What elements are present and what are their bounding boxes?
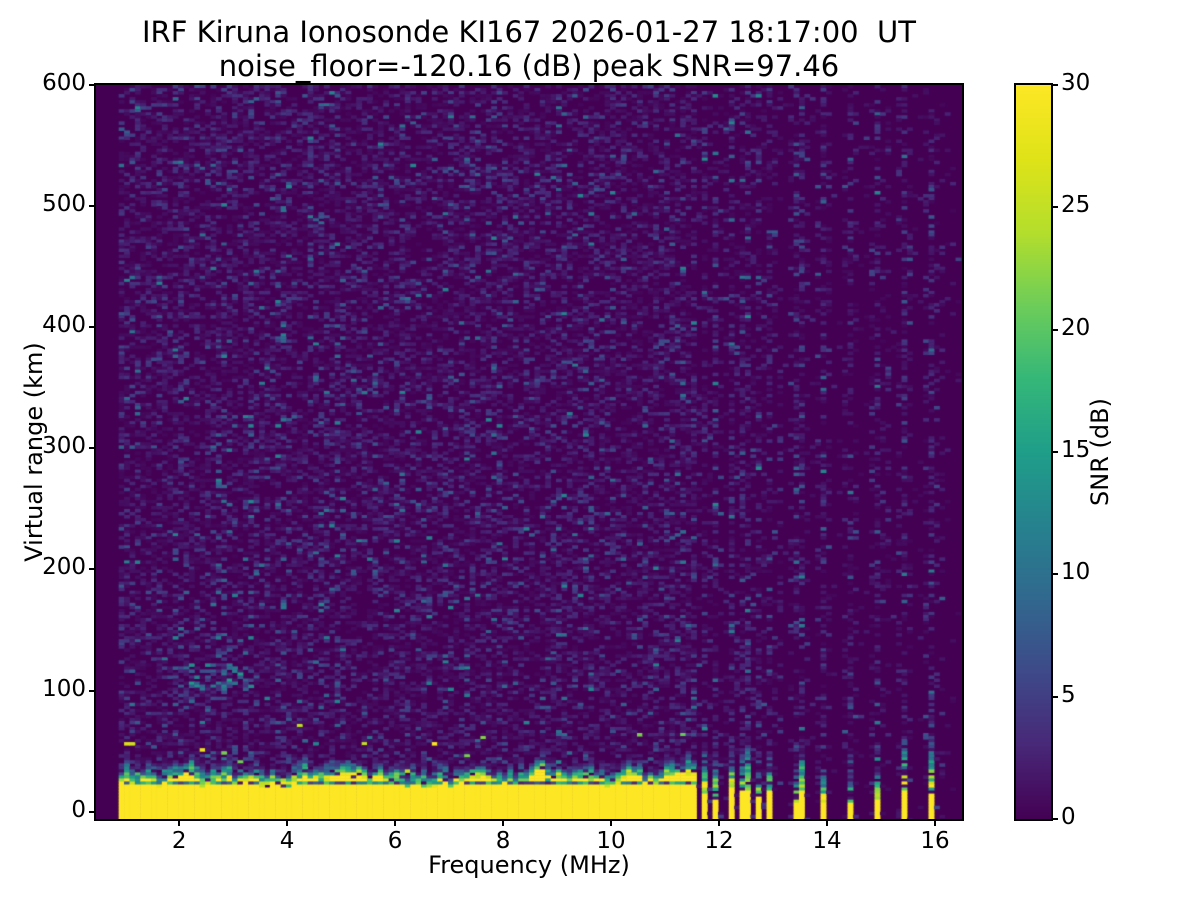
colorbar-tick	[1053, 328, 1058, 331]
chart-title: IRF Kiruna Ionosonde KI167 2026-01-27 18…	[142, 15, 916, 49]
y-tick	[89, 447, 94, 450]
x-tick-label: 14	[812, 828, 842, 854]
colorbar-tick	[1053, 695, 1058, 698]
ionogram-heatmap	[96, 85, 962, 819]
colorbar-tick-label: 30	[1061, 70, 1091, 96]
x-tick	[826, 821, 829, 826]
y-tick	[89, 205, 94, 208]
colorbar-tick-label: 5	[1061, 681, 1076, 708]
colorbar-label: SNR (dB)	[1086, 398, 1114, 506]
x-tick-label: 6	[387, 828, 403, 854]
y-tick	[89, 326, 94, 329]
colorbar-gradient	[1016, 85, 1051, 819]
y-tick-label: 600	[42, 70, 86, 96]
x-tick-label: 16	[920, 828, 950, 854]
x-tick-label: 10	[596, 828, 626, 854]
colorbar	[1014, 83, 1053, 821]
x-tick-label: 8	[495, 828, 511, 854]
y-tick-label: 0	[71, 796, 86, 823]
x-tick	[718, 821, 721, 826]
plot-area	[94, 83, 964, 821]
colorbar-tick-label: 25	[1061, 192, 1091, 219]
chart-subtitle: noise_floor=-120.16 (dB) peak SNR=97.46	[218, 49, 840, 83]
colorbar-tick-label: 15	[1061, 437, 1091, 463]
y-tick	[89, 84, 94, 86]
x-tick	[394, 821, 397, 826]
y-tick	[89, 568, 94, 571]
colorbar-tick	[1053, 84, 1058, 86]
y-tick	[89, 689, 94, 692]
x-tick	[502, 821, 505, 826]
colorbar-tick	[1053, 451, 1058, 453]
y-tick-label: 300	[42, 433, 86, 460]
colorbar-tick-label: 20	[1061, 314, 1091, 341]
colorbar-tick	[1053, 573, 1058, 576]
colorbar-tick-label: 0	[1061, 804, 1076, 830]
colorbar-tick	[1053, 818, 1058, 820]
y-tick-label: 100	[42, 675, 86, 702]
y-tick-label: 500	[42, 191, 86, 218]
y-tick	[89, 810, 94, 813]
x-tick	[934, 821, 936, 826]
x-tick-label: 12	[704, 828, 734, 854]
x-tick	[286, 821, 289, 826]
x-axis-label: Frequency (MHz)	[428, 851, 630, 879]
colorbar-tick	[1053, 206, 1058, 209]
y-tick-label: 400	[42, 312, 86, 339]
colorbar-tick-label: 10	[1061, 559, 1091, 586]
x-tick-label: 4	[279, 828, 295, 854]
y-tick-label: 200	[42, 554, 86, 581]
x-tick-label: 2	[171, 828, 187, 854]
x-tick	[178, 821, 181, 826]
x-tick	[610, 821, 613, 826]
